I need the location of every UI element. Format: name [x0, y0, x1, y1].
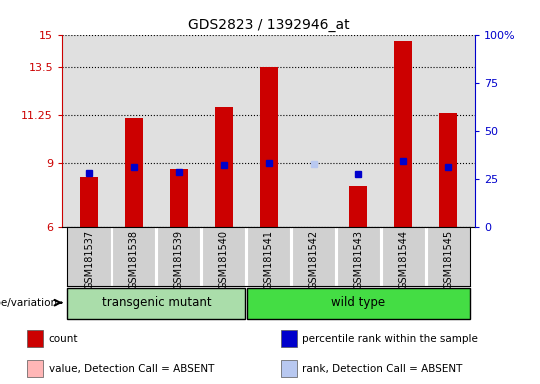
- Bar: [112, 227, 156, 286]
- Text: GSM181542: GSM181542: [308, 230, 319, 289]
- Bar: [202, 227, 245, 286]
- Text: transgenic mutant: transgenic mutant: [102, 296, 211, 309]
- Text: value, Detection Call = ABSENT: value, Detection Call = ABSENT: [49, 364, 214, 374]
- Text: GSM181541: GSM181541: [264, 230, 274, 288]
- Bar: [394, 41, 413, 227]
- Bar: [27, 330, 43, 347]
- Bar: [170, 169, 188, 227]
- Bar: [281, 360, 297, 377]
- Bar: [281, 330, 297, 347]
- Bar: [80, 177, 98, 227]
- Bar: [215, 107, 233, 227]
- Bar: [27, 360, 43, 377]
- Bar: [382, 227, 425, 286]
- Text: GSM181537: GSM181537: [84, 230, 94, 289]
- Text: genotype/variation: genotype/variation: [0, 298, 57, 308]
- Bar: [260, 66, 278, 227]
- Bar: [125, 118, 143, 227]
- Bar: [439, 114, 457, 227]
- Bar: [349, 186, 367, 227]
- Bar: [292, 227, 335, 286]
- Text: count: count: [49, 334, 78, 344]
- Text: GSM181539: GSM181539: [174, 230, 184, 288]
- Text: percentile rank within the sample: percentile rank within the sample: [302, 334, 478, 344]
- Bar: [337, 227, 380, 286]
- Bar: [427, 227, 470, 286]
- Bar: [247, 288, 470, 319]
- Title: GDS2823 / 1392946_at: GDS2823 / 1392946_at: [188, 18, 349, 32]
- Text: GSM181544: GSM181544: [399, 230, 408, 288]
- Text: rank, Detection Call = ABSENT: rank, Detection Call = ABSENT: [302, 364, 463, 374]
- Bar: [247, 227, 290, 286]
- Bar: [157, 227, 200, 286]
- Text: wild type: wild type: [332, 296, 386, 309]
- Text: GSM181538: GSM181538: [129, 230, 139, 288]
- Text: GSM181543: GSM181543: [354, 230, 363, 288]
- Text: GSM181540: GSM181540: [219, 230, 229, 288]
- Bar: [68, 288, 245, 319]
- Bar: [68, 227, 111, 286]
- Text: GSM181545: GSM181545: [443, 230, 453, 289]
